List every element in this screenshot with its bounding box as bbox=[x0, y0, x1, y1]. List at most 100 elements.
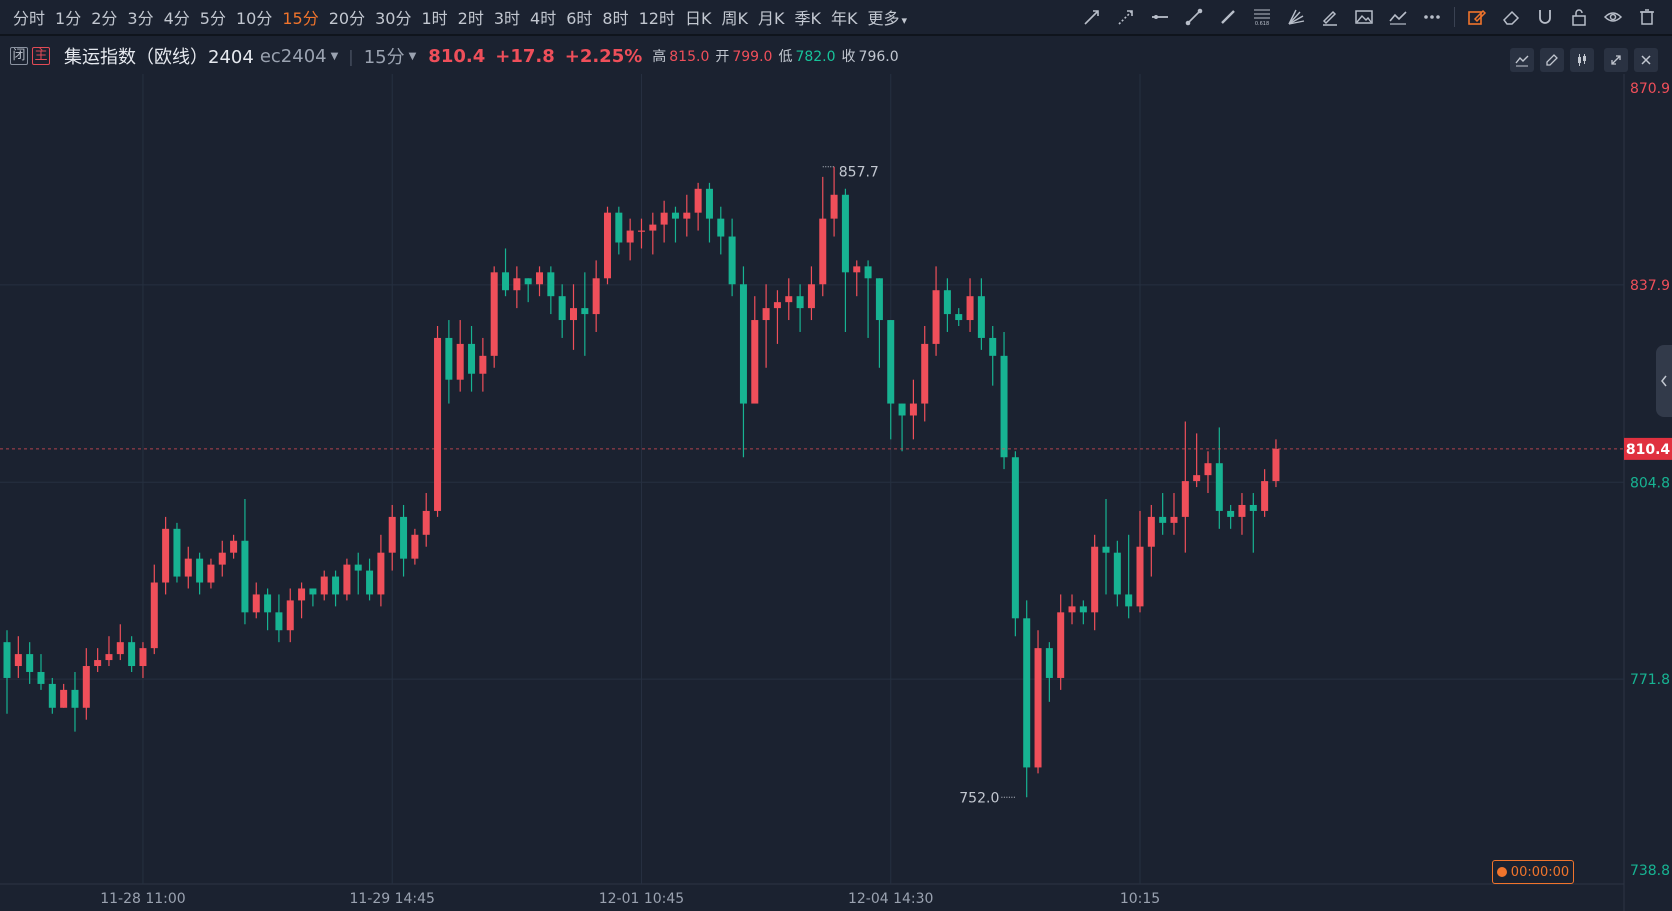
candle-body bbox=[864, 266, 872, 279]
period-toolbar: 分时 1分 2分 3分 4分 5分 10分 15分 20分 30分 1时 2时 3时 4时 6时 8时 12时日… bbox=[0, 0, 1672, 36]
period-15[interactable]: 8时 bbox=[602, 9, 629, 28]
candle-body bbox=[411, 534, 419, 559]
candle-body bbox=[26, 654, 34, 672]
candle-body bbox=[1193, 475, 1201, 482]
candle-body bbox=[94, 660, 102, 667]
more-dots-icon[interactable] bbox=[1420, 5, 1444, 29]
last-price: 810.4 bbox=[428, 45, 486, 67]
period-10[interactable]: 1时 bbox=[421, 9, 448, 28]
period-5[interactable]: 5分 bbox=[199, 9, 226, 28]
period-7[interactable]: 15分 bbox=[282, 9, 319, 28]
chevron-down-icon[interactable]: ▼ bbox=[330, 50, 339, 62]
trend-icon[interactable] bbox=[1386, 5, 1410, 29]
candle-body bbox=[1227, 510, 1235, 517]
period-21[interactable]: 年K bbox=[830, 9, 858, 28]
max-price-label: 857.7 bbox=[839, 165, 879, 181]
high-value: 815.0 bbox=[669, 49, 710, 65]
period-17[interactable]: 日K bbox=[684, 9, 712, 28]
period-13[interactable]: 4时 bbox=[530, 9, 557, 28]
candle-body bbox=[37, 671, 45, 684]
candle-body bbox=[298, 588, 306, 601]
candle-body bbox=[751, 320, 759, 404]
candle-body bbox=[717, 218, 725, 237]
edit-drawing-icon[interactable] bbox=[1465, 5, 1489, 29]
candle-body bbox=[434, 337, 442, 511]
candle-body bbox=[173, 528, 181, 577]
period-16[interactable]: 12时 bbox=[638, 9, 675, 28]
candle-body bbox=[354, 564, 362, 571]
segment-line-icon[interactable] bbox=[1182, 5, 1206, 29]
period-9[interactable]: 30分 bbox=[375, 9, 412, 28]
brush-icon[interactable] bbox=[1318, 5, 1342, 29]
candle-body bbox=[592, 278, 600, 315]
candle-body bbox=[1057, 612, 1065, 678]
candle-body bbox=[739, 284, 747, 404]
unlock-icon[interactable] bbox=[1567, 5, 1591, 29]
period-3[interactable]: 3分 bbox=[127, 9, 154, 28]
y-tick-label: 837.9 bbox=[1630, 278, 1670, 294]
candle-body bbox=[309, 588, 317, 595]
instrument-name[interactable]: 集运指数（欧线）2404 bbox=[64, 47, 254, 68]
close-stat: 收 796.0 bbox=[842, 46, 899, 66]
magnet-icon[interactable] bbox=[1533, 5, 1557, 29]
candle-body bbox=[660, 212, 668, 225]
period-1[interactable]: 1分 bbox=[55, 9, 82, 28]
open-stat: 开 799.0 bbox=[715, 46, 772, 66]
candle-style-icon[interactable] bbox=[1570, 48, 1594, 72]
close-icon[interactable] bbox=[1634, 48, 1658, 72]
candle-body bbox=[490, 272, 498, 356]
indicator-icon[interactable] bbox=[1510, 48, 1534, 72]
eraser-icon[interactable] bbox=[1499, 5, 1523, 29]
chevron-down-icon[interactable]: ▼ bbox=[408, 50, 417, 62]
window-controls bbox=[1598, 48, 1658, 72]
candle-body bbox=[909, 403, 917, 416]
interval-selector[interactable]: 15分 bbox=[363, 47, 405, 68]
candle-body bbox=[943, 290, 951, 315]
horizontal-line-icon[interactable] bbox=[1148, 5, 1172, 29]
candle-body bbox=[1113, 552, 1121, 595]
candle-body bbox=[218, 552, 226, 565]
candle-body bbox=[230, 540, 238, 553]
period-18[interactable]: 周K bbox=[721, 9, 748, 28]
fan-lines-icon[interactable] bbox=[1284, 5, 1308, 29]
candle-body bbox=[683, 212, 691, 219]
eye-icon[interactable] bbox=[1601, 5, 1625, 29]
candle-body bbox=[456, 343, 464, 380]
candle-body bbox=[807, 284, 815, 309]
period-20[interactable]: 季K bbox=[794, 9, 821, 28]
candle-body bbox=[479, 355, 487, 374]
period-12[interactable]: 3时 bbox=[493, 9, 521, 28]
candle-body bbox=[547, 272, 555, 297]
period-11[interactable]: 2时 bbox=[457, 9, 484, 28]
period-6[interactable]: 10分 bbox=[235, 9, 273, 28]
trash-icon[interactable] bbox=[1635, 5, 1659, 29]
side-panel-handle[interactable] bbox=[1656, 345, 1672, 417]
pen-line-icon[interactable] bbox=[1216, 5, 1240, 29]
period-2[interactable]: 2分 bbox=[91, 9, 118, 28]
image-icon[interactable] bbox=[1352, 5, 1376, 29]
candle-body bbox=[105, 654, 113, 661]
candle-body bbox=[581, 308, 589, 315]
period-0[interactable]: 分时 bbox=[13, 9, 46, 28]
period-list: 分时 1分 2分 3分 4分 5分 10分 15分 20分 30分 1时 2时 3时 4时 6时 8时 12时日… bbox=[0, 5, 912, 29]
candle-body bbox=[1068, 606, 1076, 613]
pencil-icon[interactable] bbox=[1540, 48, 1564, 72]
ray-line-icon[interactable] bbox=[1080, 5, 1104, 29]
instrument-code[interactable]: ec2404 bbox=[259, 45, 327, 67]
candle-body bbox=[275, 612, 283, 631]
candle-body bbox=[830, 194, 838, 219]
period-8[interactable]: 20分 bbox=[328, 9, 366, 28]
expand-icon[interactable] bbox=[1604, 48, 1628, 72]
candle-body bbox=[1159, 516, 1167, 523]
fibonacci-icon[interactable]: 0.618 bbox=[1250, 5, 1274, 29]
period-22[interactable]: 更多 bbox=[862, 5, 912, 29]
period-19[interactable]: 月K bbox=[757, 9, 785, 28]
candle-body bbox=[1091, 546, 1099, 613]
period-14[interactable]: 6时 bbox=[566, 9, 593, 28]
dashed-ray-icon[interactable] bbox=[1114, 5, 1138, 29]
period-4[interactable]: 4分 bbox=[163, 9, 190, 28]
candle-body bbox=[162, 528, 170, 583]
candle-body bbox=[3, 642, 11, 678]
candle-body bbox=[207, 564, 215, 583]
